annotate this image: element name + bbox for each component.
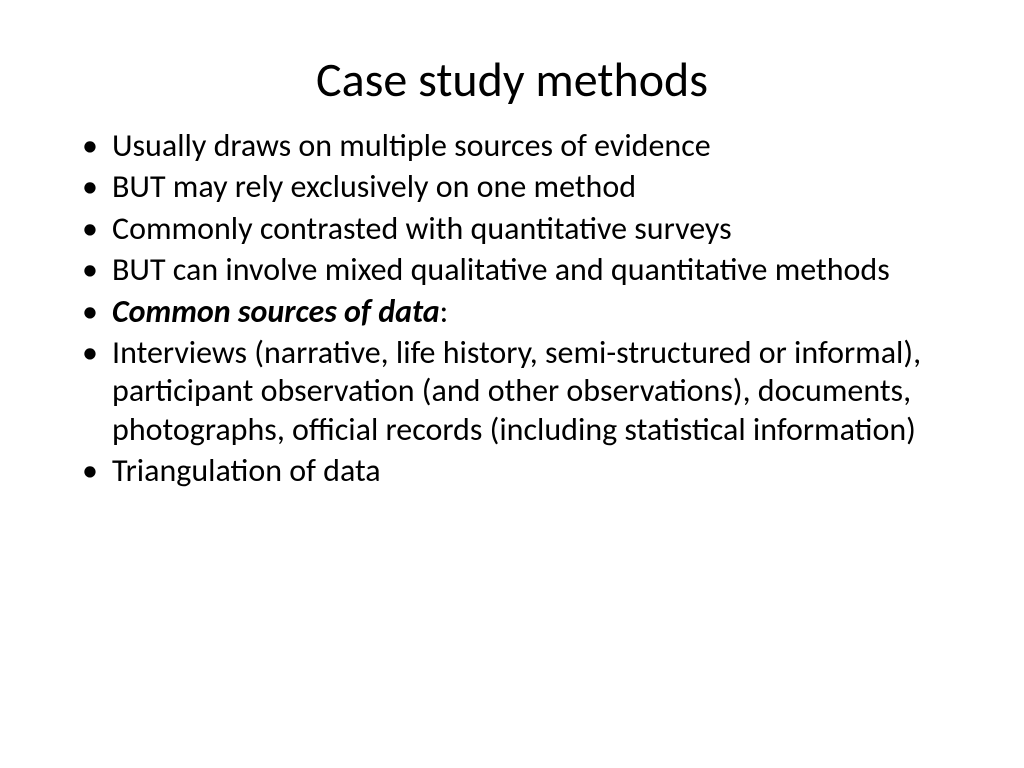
bullet-text: Commonly contrasted with quantitative su… [112, 209, 732, 248]
bullet-item: Triangulation of data [70, 452, 954, 490]
bullet-item: Common sources of data: [70, 293, 954, 331]
bullet-text: Interviews (narrative, life history, sem… [112, 333, 921, 449]
bullet-item: Interviews (narrative, life history, sem… [70, 334, 954, 449]
bullet-item: BUT can involve mixed qualitative and qu… [70, 251, 954, 289]
bullet-item: Usually draws on multiple sources of evi… [70, 127, 954, 165]
bullet-suffix: : [440, 292, 449, 331]
bullet-text: BUT can involve mixed qualitative and qu… [112, 250, 890, 289]
slide-title: Case study methods [70, 50, 954, 109]
bullet-text: Triangulation of data [112, 451, 381, 490]
bullet-item: Commonly contrasted with quantitative su… [70, 210, 954, 248]
bullet-text: BUT may rely exclusively on one method [112, 167, 636, 206]
bullet-text: Usually draws on multiple sources of evi… [112, 126, 711, 165]
bullet-text-emphasis: Common sources of data [112, 292, 440, 331]
bullet-item: BUT may rely exclusively on one method [70, 168, 954, 206]
bullet-list: Usually draws on multiple sources of evi… [70, 127, 954, 491]
